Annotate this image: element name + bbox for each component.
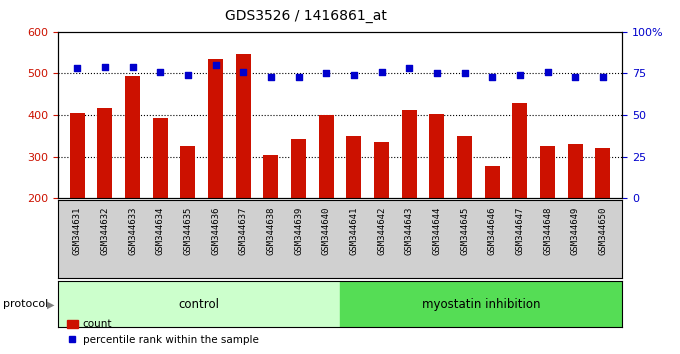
Bar	[540, 146, 555, 198]
Bar	[595, 148, 611, 198]
Point	[71, 65, 82, 71]
Point	[542, 69, 553, 75]
Text: GSM344646: GSM344646	[488, 206, 496, 255]
Point	[99, 64, 110, 70]
Bar	[340, 281, 622, 327]
Point	[321, 71, 332, 76]
Bar	[125, 76, 140, 198]
Bar	[374, 142, 389, 198]
Bar	[485, 166, 500, 198]
Bar	[235, 54, 251, 198]
Point	[598, 74, 609, 80]
Text: GSM344635: GSM344635	[184, 206, 192, 255]
Text: GSM344644: GSM344644	[432, 206, 441, 255]
Point	[265, 74, 276, 80]
Bar	[457, 136, 472, 198]
Bar	[208, 59, 223, 198]
Text: GSM344632: GSM344632	[101, 206, 109, 255]
Text: GSM344637: GSM344637	[239, 206, 248, 255]
Text: GSM344641: GSM344641	[350, 206, 358, 255]
Text: protocol: protocol	[3, 299, 49, 309]
Point	[570, 74, 581, 80]
Text: GSM344648: GSM344648	[543, 206, 552, 255]
Point	[431, 71, 442, 76]
Text: GSM344638: GSM344638	[267, 206, 275, 255]
Bar	[318, 115, 334, 198]
Text: GSM344633: GSM344633	[128, 206, 137, 255]
Point	[348, 72, 359, 78]
Text: GSM344645: GSM344645	[460, 206, 469, 255]
Text: ▶: ▶	[47, 299, 54, 309]
Bar	[263, 155, 278, 198]
Text: GSM344650: GSM344650	[598, 206, 607, 255]
Text: GSM344639: GSM344639	[294, 206, 303, 255]
Point	[155, 69, 166, 75]
Text: GSM344634: GSM344634	[156, 206, 165, 255]
Text: myostatin inhibition: myostatin inhibition	[422, 298, 541, 311]
Bar	[402, 110, 417, 198]
Text: control: control	[178, 298, 220, 311]
Point	[376, 69, 387, 75]
Bar	[568, 144, 583, 198]
Point	[487, 74, 498, 80]
Point	[459, 71, 470, 76]
Bar	[291, 139, 306, 198]
Bar	[180, 146, 195, 198]
Text: GDS3526 / 1416861_at: GDS3526 / 1416861_at	[225, 9, 387, 23]
Point	[514, 72, 525, 78]
Legend: count, percentile rank within the sample: count, percentile rank within the sample	[63, 315, 263, 349]
Point	[210, 62, 221, 68]
Text: GSM344640: GSM344640	[322, 206, 330, 255]
Bar	[512, 103, 528, 198]
Text: GSM344649: GSM344649	[571, 206, 579, 255]
Point	[293, 74, 304, 80]
Bar	[152, 118, 168, 198]
Point	[127, 64, 138, 70]
Point	[404, 65, 415, 71]
Text: GSM344647: GSM344647	[515, 206, 524, 255]
Text: GSM344636: GSM344636	[211, 206, 220, 255]
Bar	[346, 136, 362, 198]
Text: GSM344642: GSM344642	[377, 206, 386, 255]
Point	[182, 72, 193, 78]
Bar	[429, 114, 445, 198]
Bar	[58, 281, 340, 327]
Text: GSM344643: GSM344643	[405, 206, 413, 255]
Text: GSM344631: GSM344631	[73, 206, 82, 255]
Bar	[69, 113, 85, 198]
Point	[238, 69, 249, 75]
Bar	[97, 108, 112, 198]
